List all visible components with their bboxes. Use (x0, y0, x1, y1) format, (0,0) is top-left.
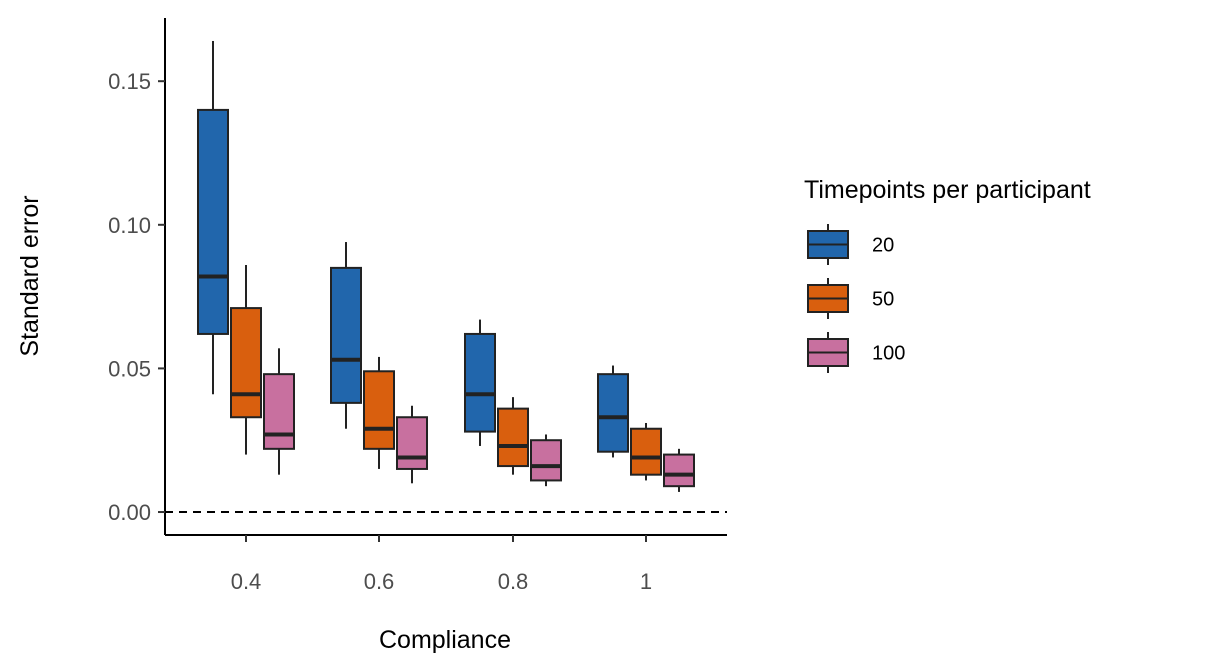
y-tick-label: 0.00 (108, 500, 151, 525)
x-tick-label: 1 (640, 569, 652, 594)
y-tick-label: 0.05 (108, 356, 151, 381)
x-tick-label: 0.4 (231, 569, 262, 594)
legend: Timepoints per participant 20 50 100 (804, 176, 1091, 373)
x-axis-title: Compliance (379, 626, 511, 654)
legend-item-50: 50 (807, 278, 894, 319)
x-axis: 0.4 0.6 0.8 1 (165, 534, 727, 594)
legend-label: 20 (872, 235, 894, 257)
box-body (330, 266, 362, 404)
box-body (197, 108, 229, 335)
y-tick-label: 0.15 (108, 69, 151, 94)
x-tick-label: 0.6 (364, 569, 395, 594)
box-body (530, 439, 562, 482)
box-body (363, 370, 395, 450)
legend-title: Timepoints per participant (804, 176, 1091, 204)
box-20-0.8 (464, 319, 496, 446)
plot-area (165, 40, 727, 514)
box-20-0.6 (330, 242, 362, 429)
box-100-0.8 (530, 434, 562, 487)
box-100-0.4 (263, 348, 295, 475)
box-body (663, 453, 695, 488)
box-body (497, 407, 529, 468)
y-axis: 0.00 0.05 0.10 0.15 (108, 18, 166, 535)
x-tick-label: 0.8 (498, 569, 529, 594)
box-100-1 (663, 448, 695, 492)
box-50-0.8 (497, 397, 529, 475)
legend-label: 100 (872, 343, 905, 365)
box-body (464, 332, 496, 433)
legend-item-100: 100 (807, 332, 905, 373)
box-body (263, 373, 295, 450)
y-axis-title: Standard error (16, 195, 44, 356)
box-50-1 (630, 422, 662, 481)
legend-label: 50 (872, 289, 894, 311)
box-body (597, 373, 629, 453)
box-50-0.4 (230, 265, 262, 455)
box-50-0.6 (363, 356, 395, 469)
box-20-0.4 (197, 40, 229, 395)
box-100-0.6 (396, 405, 428, 484)
y-tick-label: 0.10 (108, 213, 151, 238)
box-20-1 (597, 365, 629, 458)
legend-item-20: 20 (807, 224, 894, 265)
box-body (630, 427, 662, 476)
box-body (230, 307, 262, 419)
box-body (396, 416, 428, 470)
